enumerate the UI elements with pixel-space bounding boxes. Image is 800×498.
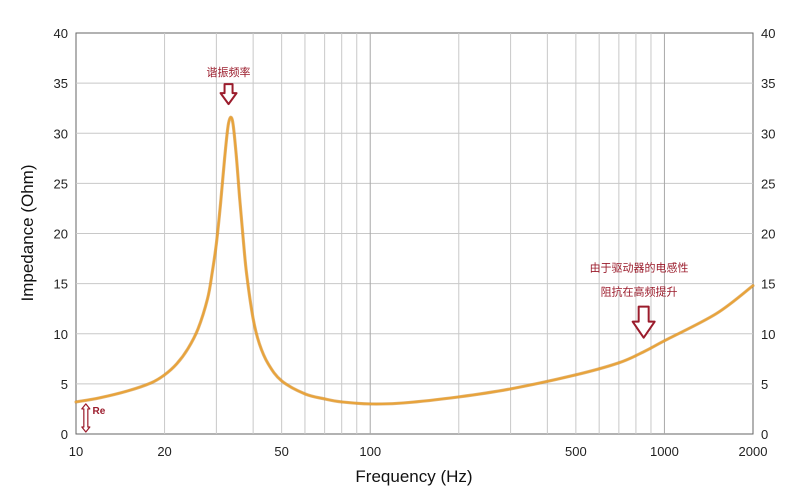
y-tick-label: 15 [54, 277, 68, 292]
grid [76, 33, 753, 434]
y-tick-label-right: 15 [761, 277, 775, 292]
y-tick-label-right: 5 [761, 377, 768, 392]
y-tick-labels-right: 0 5 10 15 20 25 30 35 40 [761, 26, 775, 442]
y-tick-label-right: 30 [761, 126, 775, 141]
resonance-label: 谐振频率 [207, 65, 251, 79]
x-tick-label: 100 [359, 444, 381, 459]
x-tick-label: 500 [565, 444, 587, 459]
x-tick-label: 20 [157, 444, 171, 459]
inductance-label-line2: 阻抗在高频提升 [601, 285, 678, 299]
series-layer [74, 115, 755, 406]
y-tick-label: 25 [54, 176, 68, 191]
y-tick-label: 10 [54, 327, 68, 342]
y-tick-label-right: 40 [761, 26, 775, 41]
y-axis-title: Impedance (Ohm) [18, 165, 37, 302]
x-tick-label: 2000 [739, 444, 768, 459]
inductance-label-line1: 由于驱动器的电感性 [590, 261, 689, 275]
y-tick-label-right: 20 [761, 227, 775, 242]
x-tick-label: 1000 [650, 444, 679, 459]
y-tick-label-right: 10 [761, 327, 775, 342]
x-tick-labels: 10 20 50 100 500 1000 2000 [69, 444, 768, 459]
x-tick-label: 10 [69, 444, 83, 459]
y-tick-label: 0 [61, 427, 68, 442]
y-tick-label: 30 [54, 126, 68, 141]
inductance-arrow-icon [631, 305, 656, 339]
y-tick-label-right: 25 [761, 176, 775, 191]
y-tick-label-right: 35 [761, 76, 775, 91]
y-tick-label: 5 [61, 377, 68, 392]
impedance-curve [75, 116, 754, 406]
y-tick-label: 35 [54, 76, 68, 91]
x-axis-title: Frequency (Hz) [355, 467, 472, 486]
y-tick-label-right: 0 [761, 427, 768, 442]
x-tick-label: 50 [274, 444, 288, 459]
y-tick-label: 40 [54, 26, 68, 41]
resonance-arrow-icon [219, 83, 238, 106]
re-label: Re [92, 406, 105, 417]
y-tick-label: 20 [54, 227, 68, 242]
y-tick-labels-left: 0 5 10 15 20 25 30 35 40 [54, 26, 68, 442]
re-double-arrow-icon [81, 403, 91, 433]
